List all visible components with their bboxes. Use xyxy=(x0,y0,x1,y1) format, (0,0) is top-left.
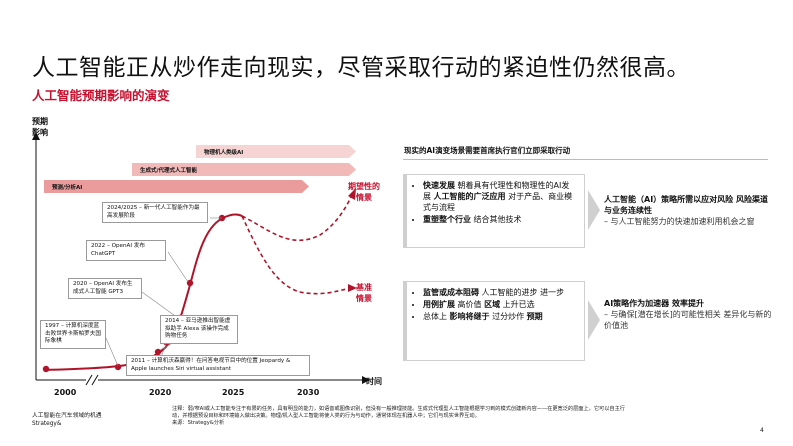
scenario-expected-box: 快速发展 朝着具有代理性和物理性的AI发展 人工智能的广泛应用 对于产品、商业模… xyxy=(403,174,585,248)
y-axis-label: 预期 影响 xyxy=(32,117,48,137)
right-panel-heading: 现实的AI演变场景需要首席执行官们立即采取行动 xyxy=(404,146,571,155)
callout-2020: 2020 – OpenAI 发布生成式人工智能 GPT3 xyxy=(68,278,142,299)
result-expected: 人工智能（AI）策略所需以应对风险 风险渠道与业务连续性 – 与人工智能努力的快… xyxy=(604,195,768,226)
chevron-right-icon xyxy=(588,190,600,230)
page-title: 人工智能正从炒作走向现实，尽管采取行动的紧迫性仍然很高。 xyxy=(32,55,690,81)
tick-2025: 2025 xyxy=(222,388,245,397)
base-scenario-line xyxy=(241,215,351,295)
dot-2014 xyxy=(154,348,162,356)
bullet-item: 监管或成本阻碍 人工智能的进步 进一步 xyxy=(423,287,576,298)
scenario-base-label: 基准 情景 xyxy=(356,283,372,303)
tick-2000: 2000 xyxy=(54,388,77,397)
axis-break-icon xyxy=(85,374,99,386)
tick-2020: 2020 xyxy=(149,388,172,397)
banner-predictive-ai: 预测/分析AI xyxy=(44,180,309,193)
callout-1997: 1997 – 计算机深度蓝击败世界卡斯帕罗夫国际象棋 xyxy=(40,320,106,349)
page-subtitle: 人工智能预期影响的演变 xyxy=(32,88,170,103)
dot-1997 xyxy=(42,365,50,373)
x-axis-arrow xyxy=(362,376,370,384)
expected-scenario-arrow xyxy=(348,188,356,200)
tick-2030: 2030 xyxy=(297,388,320,397)
callout-2024: 2024/2025 – 新一代人工智能作为最高发展阶段 xyxy=(102,202,208,223)
scenario-base-box: 监管或成本阻碍 人工智能的进步 进一步 用例扩展 高价值 区域 上升已选 总体上… xyxy=(403,281,585,361)
base-scenario-arrow xyxy=(348,284,357,292)
page-number: 4 xyxy=(760,427,764,434)
banner-generative-ai: 生成式/代理式人工智能 xyxy=(132,163,356,176)
bullet-item: 重塑整个行业 结合其他技术 xyxy=(423,214,576,225)
result-base: AI策略作为加速器 效率提升 – 与确保[潜在增长]的可能性相关 差异化与新的价… xyxy=(604,299,772,330)
banner-physical-ai: 物理机人类级AI xyxy=(196,145,356,158)
dot-2022 xyxy=(186,279,194,287)
footer-left: 人工智能在汽车领域的机遇 Strategy& xyxy=(32,413,102,427)
dot-2011 xyxy=(114,363,122,371)
bullet-item: 快速发展 朝着具有代理性和物理性的AI发展 人工智能的广泛应用 对于产品、商业模… xyxy=(423,180,576,213)
x-axis-label: 时间 xyxy=(366,377,382,386)
footnote: 注释：弱/窄AI或人工智能专注于有限的任务，具有明显的能力，如语音或图像识别，但… xyxy=(172,406,625,426)
expected-scenario-line xyxy=(241,194,353,241)
divider xyxy=(403,159,768,160)
bullet-item: 用例扩展 高价值 区域 上升已选 xyxy=(423,299,576,310)
callout-2011: 2011 – 计算机沃森赢得！在问答电视节目中的位置 Jeopardy & Ap… xyxy=(126,355,310,376)
bullet-item: 总体上 影响将继于 过分炒作 预期 xyxy=(423,311,576,322)
callout-2014: 2014 – 亚马逊推出智能虚拟助手 Alexa 该操作完成购物任务 xyxy=(160,315,238,344)
callout-2022: 2022 – OpenAI 发布 ChatGPT xyxy=(86,240,166,261)
scenario-expected-label: 期望性的 情景 xyxy=(348,182,380,202)
y-axis-arrow xyxy=(32,132,40,140)
chevron-right-icon xyxy=(588,300,600,340)
